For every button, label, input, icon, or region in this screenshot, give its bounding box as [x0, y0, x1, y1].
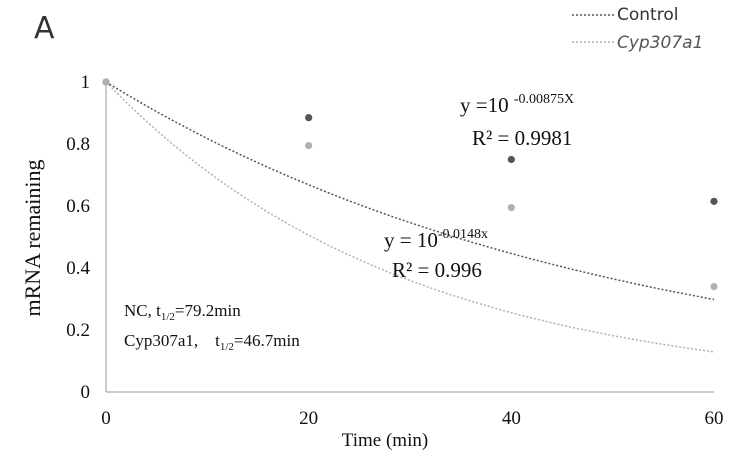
cyp-r2: R² = 0.996 [392, 258, 482, 282]
legend-label-cyp307a1: Cyp307a1 [617, 33, 703, 53]
half-life-cyp-label: Cyp307a1, t [124, 331, 220, 350]
x-tick-label: 40 [502, 408, 521, 429]
half-life-nc: NC, t1/2=79.2min [124, 301, 241, 323]
control-equation-base: y =10 [460, 93, 514, 117]
y-tick-label: 0.2 [66, 320, 90, 341]
cyp-equation-exponent: -0.0148x [438, 227, 488, 242]
data-point-cyp307a1 [710, 283, 718, 291]
data-point-control [507, 155, 515, 164]
trendlines [105, 81, 715, 353]
cyp-equation: y = 10-0.0148x [384, 227, 488, 252]
panel-label: A [34, 11, 55, 46]
data-point-cyp307a1 [507, 203, 515, 212]
half-life-nc-label: NC, t [124, 301, 161, 320]
x-tick-label: 20 [299, 408, 318, 429]
y-tick-label: 0.8 [66, 134, 90, 155]
y-tick-label: 0.4 [66, 258, 90, 279]
control-equation: y =10 -0.00875X [460, 92, 574, 117]
data-points [102, 78, 718, 291]
x-tick-label: 0 [101, 408, 111, 429]
cyp-equation-base: y = 10 [384, 228, 438, 252]
y-tick-label: 1 [81, 72, 91, 93]
data-point-cyp307a1 [102, 78, 110, 86]
legend: Control Cyp307a1 [572, 5, 703, 53]
y-tick-label: 0.6 [66, 196, 90, 217]
y-axis-label: mRNA remaining [20, 159, 45, 316]
data-point-control [710, 197, 718, 205]
half-life-nc-value: =79.2min [175, 301, 241, 320]
x-axis-label: Time (min) [342, 430, 428, 451]
data-point-control [305, 114, 313, 122]
half-life-cyp: Cyp307a1, t1/2=46.7min [124, 331, 300, 353]
trendline-control [105, 81, 715, 301]
trendline-cyp307a1 [105, 81, 715, 353]
half-life-cyp-subscript: 1/2 [220, 341, 234, 353]
y-tick-label: 0 [81, 382, 91, 403]
half-life-cyp-value: =46.7min [234, 331, 300, 350]
data-point-cyp307a1 [305, 141, 313, 150]
x-tick-label: 60 [705, 408, 724, 429]
half-life-nc-subscript: 1/2 [161, 311, 175, 323]
x-tick-labels: 0 20 40 60 [101, 408, 723, 429]
y-tick-labels: 0 0.2 0.4 0.6 0.8 1 [66, 72, 90, 403]
control-r2: R² = 0.9981 [472, 126, 572, 150]
control-equation-exponent: -0.00875X [514, 92, 574, 107]
legend-label-control: Control [617, 5, 678, 25]
